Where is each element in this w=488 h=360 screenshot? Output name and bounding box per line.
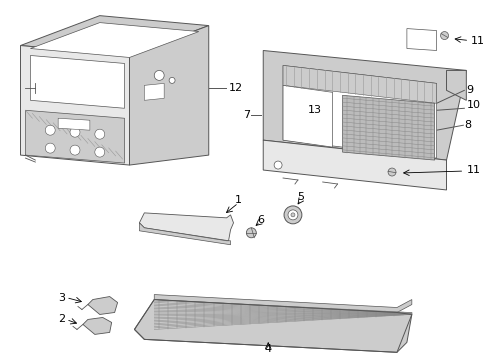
Circle shape bbox=[45, 125, 55, 135]
Polygon shape bbox=[58, 118, 90, 130]
Circle shape bbox=[154, 71, 164, 80]
Polygon shape bbox=[129, 26, 208, 165]
Polygon shape bbox=[283, 66, 436, 158]
Polygon shape bbox=[134, 300, 411, 352]
Circle shape bbox=[45, 143, 55, 153]
Circle shape bbox=[246, 228, 256, 238]
Polygon shape bbox=[283, 85, 332, 147]
Text: 11: 11 bbox=[466, 165, 479, 175]
Polygon shape bbox=[446, 71, 466, 100]
Polygon shape bbox=[25, 110, 124, 163]
Polygon shape bbox=[20, 15, 208, 55]
Text: 4: 4 bbox=[264, 345, 271, 354]
Circle shape bbox=[95, 129, 104, 139]
Text: 2: 2 bbox=[58, 314, 65, 324]
Circle shape bbox=[274, 161, 282, 169]
Polygon shape bbox=[406, 28, 436, 50]
Text: 8: 8 bbox=[464, 120, 470, 130]
Circle shape bbox=[70, 145, 80, 155]
Circle shape bbox=[70, 127, 80, 137]
Polygon shape bbox=[20, 45, 129, 165]
Text: 11: 11 bbox=[470, 36, 484, 46]
Text: 3: 3 bbox=[58, 293, 65, 302]
Text: 13: 13 bbox=[307, 105, 321, 115]
Polygon shape bbox=[30, 23, 199, 58]
Polygon shape bbox=[154, 294, 411, 312]
Circle shape bbox=[95, 147, 104, 157]
Polygon shape bbox=[263, 50, 466, 160]
Polygon shape bbox=[83, 318, 111, 334]
Polygon shape bbox=[283, 66, 436, 103]
Circle shape bbox=[287, 210, 297, 220]
Text: 6: 6 bbox=[256, 215, 263, 225]
Text: 7: 7 bbox=[243, 110, 250, 120]
Circle shape bbox=[284, 206, 301, 224]
Polygon shape bbox=[144, 84, 164, 100]
Polygon shape bbox=[342, 95, 434, 160]
Text: 10: 10 bbox=[466, 100, 479, 110]
Polygon shape bbox=[263, 140, 446, 190]
Polygon shape bbox=[88, 297, 117, 315]
Text: 9: 9 bbox=[466, 85, 472, 95]
Circle shape bbox=[169, 77, 175, 84]
Circle shape bbox=[387, 168, 395, 176]
Polygon shape bbox=[30, 55, 124, 108]
Text: 1: 1 bbox=[235, 195, 242, 205]
Polygon shape bbox=[139, 213, 233, 241]
Polygon shape bbox=[139, 223, 230, 245]
Circle shape bbox=[290, 213, 294, 217]
Text: 12: 12 bbox=[228, 84, 242, 93]
Text: 5: 5 bbox=[297, 192, 304, 202]
Circle shape bbox=[440, 32, 447, 40]
